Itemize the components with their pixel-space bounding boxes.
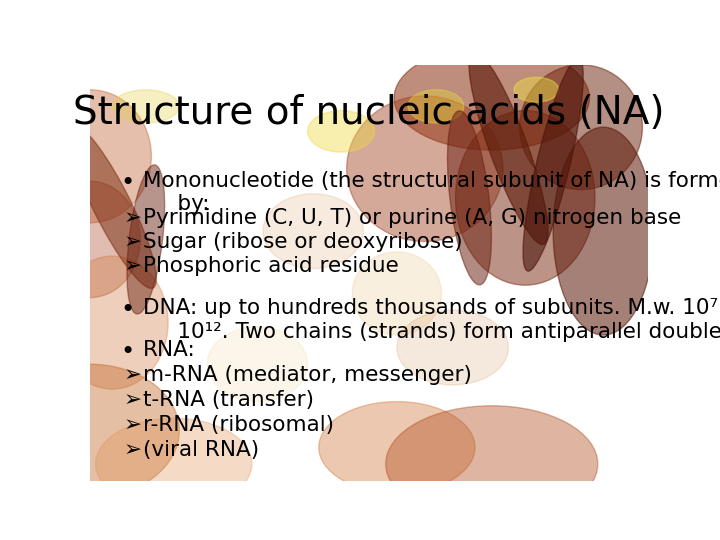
Ellipse shape	[397, 310, 508, 385]
Text: Pyrimidine (C, U, T) or purine (A, G) nitrogen base: Pyrimidine (C, U, T) or purine (A, G) ni…	[143, 208, 681, 228]
Ellipse shape	[207, 327, 307, 402]
Text: •: •	[121, 340, 135, 364]
Ellipse shape	[469, 51, 548, 245]
Text: ➢: ➢	[124, 365, 141, 385]
Text: ➢: ➢	[124, 256, 141, 276]
Ellipse shape	[447, 111, 492, 285]
Text: Structure of nucleic acids (NA): Structure of nucleic acids (NA)	[73, 94, 665, 132]
Ellipse shape	[96, 418, 252, 510]
Text: ➢: ➢	[124, 440, 141, 460]
Ellipse shape	[514, 77, 559, 102]
Text: (viral RNA): (viral RNA)	[143, 440, 259, 460]
Text: t-RNA (transfer): t-RNA (transfer)	[143, 390, 314, 410]
Ellipse shape	[553, 127, 654, 335]
Ellipse shape	[127, 165, 165, 314]
Ellipse shape	[520, 65, 642, 190]
Ellipse shape	[112, 90, 179, 123]
Text: •: •	[121, 171, 135, 195]
Text: ➢: ➢	[124, 390, 141, 410]
Ellipse shape	[68, 124, 156, 288]
Ellipse shape	[1, 364, 179, 497]
Ellipse shape	[408, 90, 464, 123]
Text: Mononucleotide (the structural subunit of NA) is formed
     by:: Mononucleotide (the structural subunit o…	[143, 171, 720, 214]
Text: ➢: ➢	[124, 208, 141, 228]
Ellipse shape	[307, 111, 374, 152]
Text: m-RNA (mediator, messenger): m-RNA (mediator, messenger)	[143, 365, 472, 385]
Ellipse shape	[523, 58, 583, 271]
Text: ➢: ➢	[124, 232, 141, 252]
Ellipse shape	[40, 181, 140, 298]
Ellipse shape	[263, 194, 364, 268]
Text: Sugar (ribose or deoxyribose): Sugar (ribose or deoxyribose)	[143, 232, 463, 252]
Text: DNA: up to hundreds thousands of subunits. M.w. 10⁷ –
     10¹². Two chains (str: DNA: up to hundreds thousands of subunit…	[143, 299, 720, 342]
Text: Phosphoric acid residue: Phosphoric acid residue	[143, 256, 399, 276]
Text: RNA:: RNA:	[143, 340, 196, 360]
Ellipse shape	[56, 256, 168, 389]
Text: •: •	[121, 299, 135, 322]
Ellipse shape	[386, 406, 598, 522]
Ellipse shape	[456, 111, 595, 285]
Text: r-RNA (ribosomal): r-RNA (ribosomal)	[143, 415, 334, 435]
Ellipse shape	[319, 402, 475, 493]
Text: ➢: ➢	[124, 415, 141, 435]
Ellipse shape	[29, 90, 151, 223]
Ellipse shape	[394, 46, 590, 150]
Ellipse shape	[347, 96, 503, 241]
Ellipse shape	[352, 252, 441, 335]
